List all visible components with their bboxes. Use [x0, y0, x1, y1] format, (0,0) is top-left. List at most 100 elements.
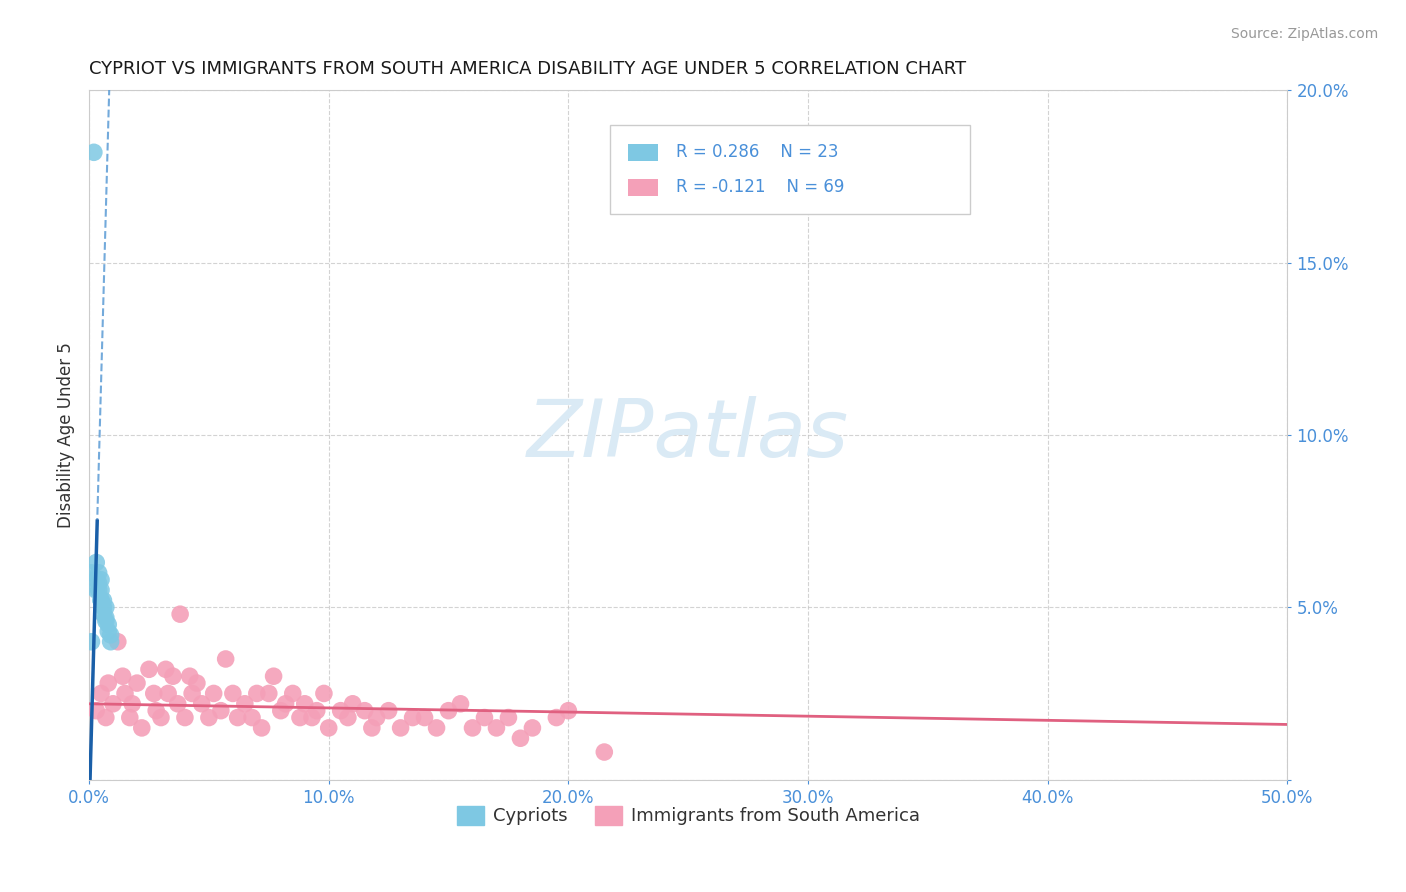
Point: [80, 634, 103, 648]
Point: [84, 582, 107, 597]
Point: [425, 721, 447, 735]
Point: [329, 704, 352, 718]
Point: [93, 600, 115, 615]
FancyBboxPatch shape: [628, 178, 658, 195]
Point: [294, 697, 316, 711]
Point: [90, 593, 112, 607]
Point: [131, 721, 153, 735]
Point: [166, 697, 188, 711]
Point: [509, 731, 531, 746]
Point: [84, 573, 107, 587]
Point: [336, 710, 359, 724]
Point: [198, 710, 221, 724]
FancyBboxPatch shape: [610, 125, 970, 214]
FancyBboxPatch shape: [628, 144, 658, 161]
Point: [90, 573, 112, 587]
Point: [162, 669, 184, 683]
Point: [301, 710, 323, 724]
Point: [157, 686, 180, 700]
Text: R = -0.121    N = 69: R = -0.121 N = 69: [676, 178, 845, 195]
Point: [84, 704, 107, 718]
Point: [87, 566, 110, 580]
Y-axis label: Disability Age Under 5: Disability Age Under 5: [58, 342, 75, 528]
Point: [145, 704, 167, 718]
Point: [111, 669, 134, 683]
Legend: Cypriots, Immigrants from South America: Cypriots, Immigrants from South America: [450, 799, 927, 832]
Point: [209, 704, 232, 718]
Point: [342, 697, 364, 711]
Point: [179, 669, 201, 683]
Point: [401, 710, 423, 724]
Point: [181, 686, 204, 700]
Point: [138, 662, 160, 676]
Point: [546, 710, 568, 724]
Point: [101, 697, 124, 711]
Point: [305, 704, 328, 718]
Point: [257, 686, 280, 700]
Text: R = 0.286    N = 23: R = 0.286 N = 23: [676, 144, 839, 161]
Point: [450, 697, 472, 711]
Point: [226, 710, 249, 724]
Point: [118, 710, 141, 724]
Point: [90, 593, 112, 607]
Point: [353, 704, 375, 718]
Point: [83, 145, 105, 160]
Point: [87, 576, 110, 591]
Point: [93, 593, 115, 607]
Point: [93, 607, 115, 622]
Point: [94, 610, 117, 624]
Point: [97, 617, 120, 632]
Point: [87, 582, 110, 597]
Point: [215, 652, 238, 666]
Point: [155, 662, 177, 676]
Point: [263, 669, 285, 683]
Point: [288, 710, 311, 724]
Point: [437, 704, 460, 718]
Point: [80, 566, 103, 580]
Point: [94, 614, 117, 628]
Point: [557, 704, 579, 718]
Point: [270, 704, 292, 718]
Point: [312, 686, 335, 700]
Point: [90, 582, 112, 597]
Point: [233, 697, 256, 711]
Point: [190, 697, 212, 711]
Point: [107, 634, 129, 648]
Point: [389, 721, 412, 735]
Point: [100, 634, 122, 648]
Point: [186, 676, 208, 690]
Point: [246, 686, 269, 700]
Point: [121, 697, 143, 711]
Point: [222, 686, 245, 700]
Point: [125, 676, 148, 690]
Point: [174, 710, 197, 724]
Point: [377, 704, 399, 718]
Point: [149, 710, 172, 724]
Point: [240, 710, 263, 724]
Point: [142, 686, 165, 700]
Point: [114, 686, 136, 700]
Point: [318, 721, 340, 735]
Text: Source: ZipAtlas.com: Source: ZipAtlas.com: [1230, 27, 1378, 41]
Point: [593, 745, 616, 759]
Point: [498, 710, 520, 724]
Point: [90, 686, 112, 700]
Point: [281, 686, 304, 700]
Point: [100, 628, 122, 642]
Point: [413, 710, 436, 724]
Point: [274, 697, 297, 711]
Text: CYPRIOT VS IMMIGRANTS FROM SOUTH AMERICA DISABILITY AGE UNDER 5 CORRELATION CHAR: CYPRIOT VS IMMIGRANTS FROM SOUTH AMERICA…: [89, 60, 966, 78]
Point: [84, 556, 107, 570]
Point: [474, 710, 496, 724]
Point: [94, 710, 117, 724]
Point: [522, 721, 544, 735]
Point: [360, 721, 382, 735]
Point: [169, 607, 191, 622]
Point: [97, 624, 120, 639]
Point: [250, 721, 273, 735]
Point: [461, 721, 484, 735]
Point: [94, 600, 117, 615]
Point: [366, 710, 388, 724]
Point: [485, 721, 508, 735]
Text: ZIPatlas: ZIPatlas: [527, 396, 849, 474]
